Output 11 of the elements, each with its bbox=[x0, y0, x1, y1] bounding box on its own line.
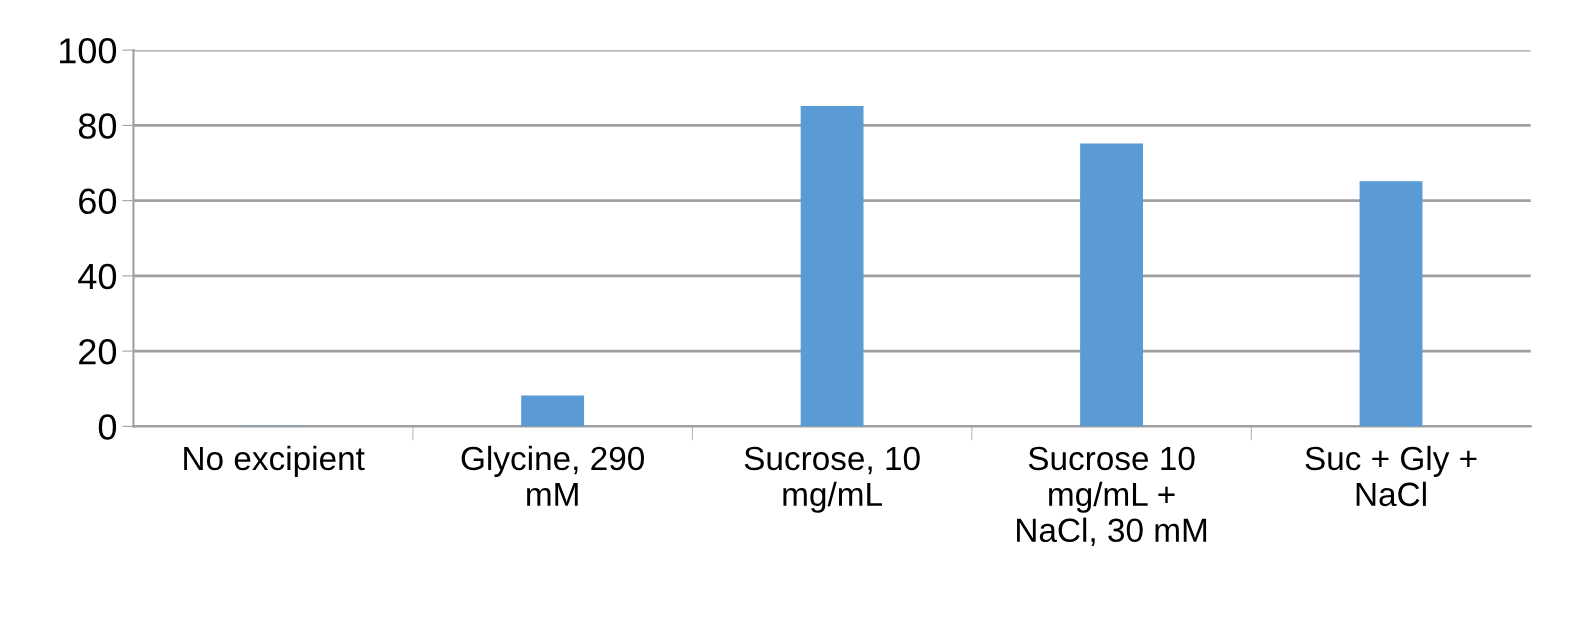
x-tick-label: Sucrose 10 mg/mL + NaCl, 30 mM bbox=[1017, 446, 1207, 547]
y-tick-label: 60 bbox=[79, 188, 117, 215]
x-tick-label: Glycine, 290 mM bbox=[461, 445, 644, 506]
y-tick-label: 100 bbox=[59, 38, 117, 64]
x-tick-label: No excipient bbox=[184, 445, 365, 477]
x-tick-label: Sucrose, 10 mg/mL bbox=[744, 446, 920, 513]
x-tick-label: Suc + Gly + NaCl bbox=[1305, 445, 1477, 507]
y-tick-label: 0 bbox=[98, 414, 117, 440]
y-tick-label: 80 bbox=[78, 113, 117, 139]
y-tick-label: 20 bbox=[79, 338, 117, 365]
y-tick-label: 40 bbox=[78, 263, 117, 290]
